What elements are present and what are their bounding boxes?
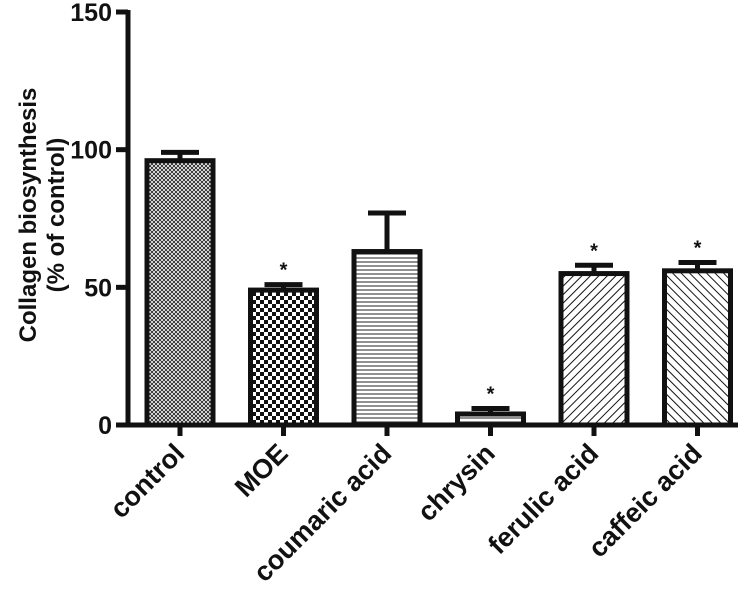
bar-group: * xyxy=(455,383,526,428)
y-axis-label: Collagen biosynthesis(% of control) xyxy=(15,88,70,343)
significance-marker: * xyxy=(694,238,702,260)
y-tick-label: 0 xyxy=(98,412,112,440)
y-tick-label: 50 xyxy=(84,274,112,302)
significance-marker: * xyxy=(487,383,495,405)
bar-group: * xyxy=(558,240,630,428)
bar-group: * xyxy=(662,238,733,428)
x-tick-label: control xyxy=(104,438,190,524)
y-axis-label-line: Collagen biosynthesis xyxy=(15,88,42,343)
x-tick-label: chrysin xyxy=(412,438,501,527)
bars: * * * * xyxy=(144,149,733,428)
y-tick-label: 150 xyxy=(70,0,112,27)
bar xyxy=(662,268,733,428)
bar xyxy=(455,411,526,428)
bar xyxy=(558,271,630,428)
y-tick-label: 100 xyxy=(70,137,112,165)
significance-marker: * xyxy=(280,260,288,282)
y-axis-title: Collagen biosynthesis(% of control) xyxy=(15,88,70,343)
bar-group xyxy=(144,149,216,428)
y-axis-label-line: (% of control) xyxy=(43,138,70,293)
bar xyxy=(248,287,319,428)
x-axis xyxy=(126,422,738,436)
significance-marker: * xyxy=(590,240,598,262)
bar-group xyxy=(351,210,423,428)
bar-group: * xyxy=(248,260,319,428)
bar xyxy=(144,158,216,428)
y-axis: 0 50 100 150 xyxy=(70,0,131,440)
bar xyxy=(351,249,423,428)
x-tick-label: MOE xyxy=(229,438,294,503)
